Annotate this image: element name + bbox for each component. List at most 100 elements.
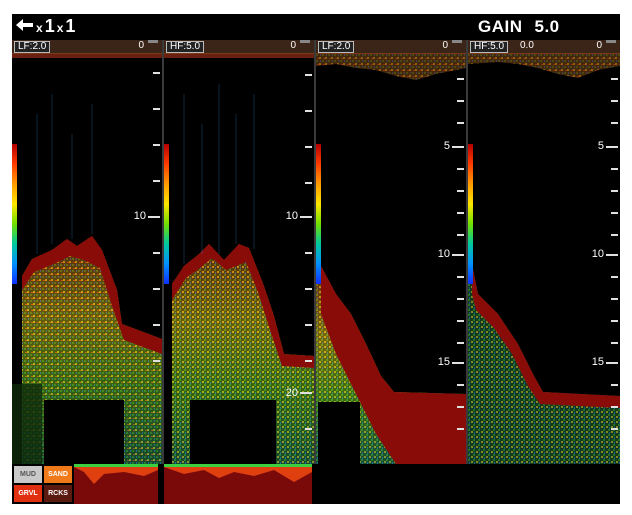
depth-tick xyxy=(153,144,160,146)
depth-label: 10 xyxy=(285,210,298,222)
depth-tick xyxy=(305,324,312,326)
depth-tick xyxy=(457,384,464,386)
depth-tick xyxy=(305,110,312,112)
marker-tick xyxy=(300,40,310,43)
depth-label: 15 xyxy=(437,356,450,368)
depth-tick-major xyxy=(300,392,312,394)
panel-header: LF:2.0 0 xyxy=(12,40,162,54)
gain-readout[interactable]: GAIN 5.0 xyxy=(478,17,560,37)
depth-tick xyxy=(457,276,464,278)
depth-tick xyxy=(611,190,618,192)
depth-tick xyxy=(153,108,160,110)
frequency-label[interactable]: HF:5.0 xyxy=(166,41,205,53)
marker-tick xyxy=(148,40,158,43)
bottom-history-1 xyxy=(74,464,158,504)
depth-tick xyxy=(457,298,464,300)
seabed-gravel: GRVL xyxy=(14,485,42,502)
depth-label: 5 xyxy=(597,140,604,152)
seabed-rocks: RCKS xyxy=(44,485,72,502)
frequency-label[interactable]: LF:2.0 xyxy=(14,41,51,53)
depth-label: 10 xyxy=(591,248,604,260)
depth-scale: 5 10 15 xyxy=(436,54,466,464)
depth-tick xyxy=(611,320,618,322)
echogram-panel-3[interactable]: LF:2.0 0 5 10 xyxy=(316,40,466,464)
depth-tick xyxy=(611,100,618,102)
echogram-panel-1[interactable]: LF:2.0 0 xyxy=(12,40,162,464)
depth-tick-major xyxy=(606,254,618,256)
depth-tick xyxy=(153,72,160,74)
depth-label: 10 xyxy=(437,248,450,260)
seabed-sand: SAND xyxy=(44,466,72,483)
depth-label: 5 xyxy=(443,140,450,152)
depth-tick xyxy=(611,276,618,278)
depth-tick xyxy=(611,298,618,300)
echogram-image xyxy=(468,54,620,464)
depth-tick xyxy=(457,212,464,214)
depth-tick xyxy=(153,252,160,254)
color-scale-bar xyxy=(468,144,473,284)
depth-tick-major xyxy=(452,362,464,364)
bottom-strip: MUD SAND GRVL RCKS xyxy=(12,464,620,504)
depth-tick xyxy=(305,182,312,184)
blank-region xyxy=(190,400,276,464)
depth-tick xyxy=(611,428,618,430)
depth-label: 10 xyxy=(133,210,146,222)
depth-tick xyxy=(611,212,618,214)
echogram-panel-4[interactable]: HF:5.0 0.0 0 5 10 xyxy=(468,40,620,464)
arrow-left-icon[interactable] xyxy=(16,18,34,32)
depth-tick xyxy=(305,428,312,430)
marker-tick xyxy=(606,40,616,43)
depth-tick xyxy=(153,324,160,326)
blank-region xyxy=(318,402,360,464)
depth-scale: 10 20 xyxy=(284,54,314,464)
gain-label: GAIN xyxy=(478,17,523,36)
panel-header: HF:5.0 0.0 0 xyxy=(468,40,620,54)
panel-divider xyxy=(162,40,164,504)
zoom-value: 1 xyxy=(44,16,55,36)
panel-header: LF:2.0 0 xyxy=(316,40,466,54)
zero-label: 0 xyxy=(596,40,602,51)
depth-tick xyxy=(457,168,464,170)
marker-tick xyxy=(452,40,462,43)
depth-tick xyxy=(457,406,464,408)
depth-tick xyxy=(305,74,312,76)
depth-scale: 5 10 15 xyxy=(590,54,620,464)
depth-tick xyxy=(611,234,618,236)
zero-label: 0 xyxy=(442,40,448,51)
depth-tick xyxy=(611,78,618,80)
depth-tick xyxy=(457,428,464,430)
fishfinder-screen: x 1 x 1 GAIN 5.0 LF:2.0 0 xyxy=(12,14,620,504)
gain-value: 5.0 xyxy=(534,17,560,36)
depth-tick xyxy=(153,180,160,182)
zoom-value-2: 1 xyxy=(65,16,76,36)
frequency-label[interactable]: HF:5.0 xyxy=(470,41,509,53)
blank-region xyxy=(44,400,124,464)
depth-tick-major xyxy=(452,254,464,256)
depth-scale: 10 xyxy=(132,54,162,464)
bottom-history-graph xyxy=(74,464,158,484)
depth-tick xyxy=(457,78,464,80)
depth-tick xyxy=(611,406,618,408)
zoom-indicator[interactable]: x 1 x 1 xyxy=(16,16,75,37)
depth-tick xyxy=(457,122,464,124)
depth-label: 20 xyxy=(285,387,298,399)
depth-tick xyxy=(305,360,312,362)
depth-tick-major xyxy=(606,362,618,364)
depth-tick xyxy=(305,252,312,254)
depth-tick xyxy=(457,190,464,192)
panel-header: HF:5.0 0 xyxy=(164,40,314,54)
depth-tick xyxy=(611,384,618,386)
depth-tick xyxy=(457,100,464,102)
depth-tick-major xyxy=(606,146,618,148)
depth-tick-major xyxy=(148,216,160,218)
zoom-x-label-2: x xyxy=(56,21,64,35)
depth-tick xyxy=(153,360,160,362)
depth-tick xyxy=(305,288,312,290)
zero-label: 0 xyxy=(290,40,296,51)
color-scale-bar xyxy=(316,144,321,284)
zoom-x-label: x xyxy=(36,21,43,35)
frequency-label[interactable]: LF:2.0 xyxy=(318,41,355,53)
echogram-panel-2[interactable]: HF:5.0 0 xyxy=(164,40,314,464)
seabed-discrimination-legend: MUD SAND GRVL RCKS xyxy=(12,464,72,504)
bottom-history-2 xyxy=(164,464,312,504)
